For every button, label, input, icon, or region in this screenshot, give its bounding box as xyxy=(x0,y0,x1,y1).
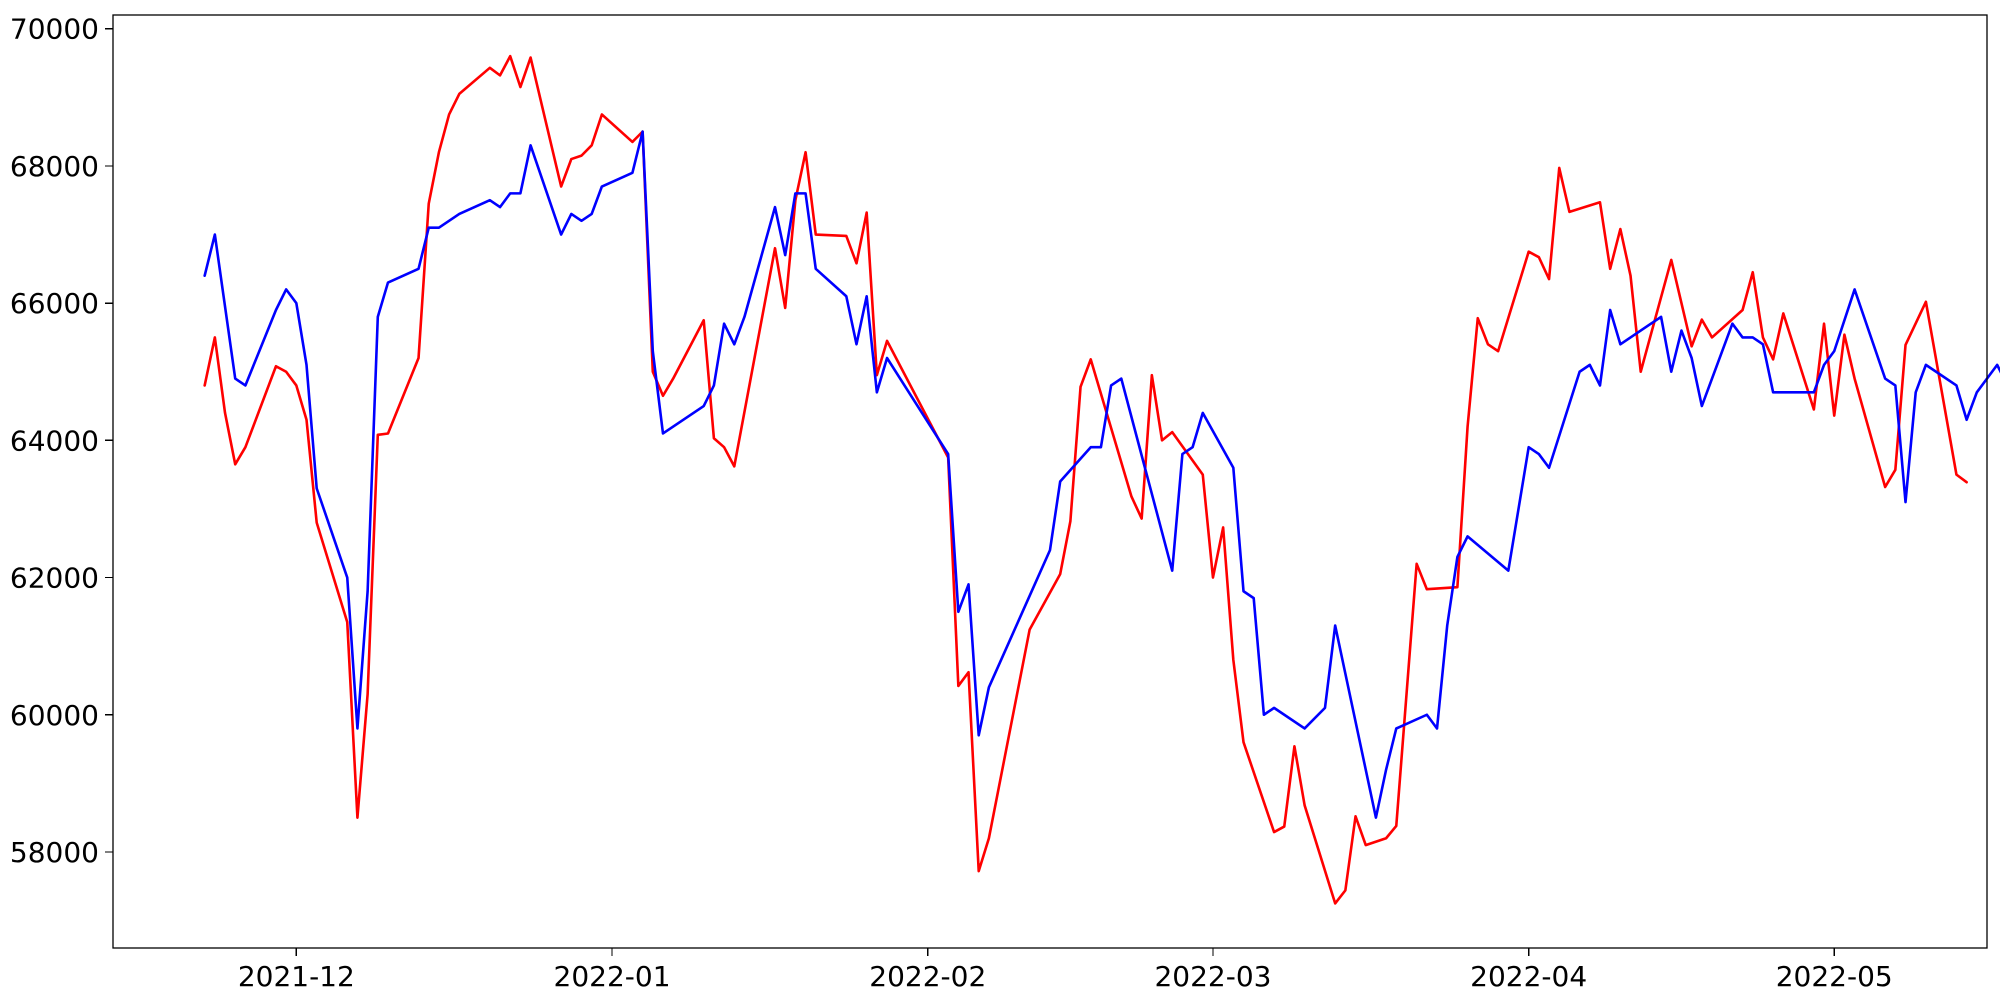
x-tick-label: 2022-02 xyxy=(869,960,986,993)
y-tick-label: 60000 xyxy=(10,699,99,732)
x-axis: 2021-12 2022-01 2022-02 2022-03 2022-04 2022-… xyxy=(238,948,1893,993)
axes-frame xyxy=(112,14,1988,949)
x-tick-label: 2021-12 xyxy=(238,960,355,993)
y-tick-label: 66000 xyxy=(10,287,99,320)
y-tick-label: 58000 xyxy=(10,836,99,869)
x-tick-label: 2022-01 xyxy=(554,960,671,993)
x-tick-label: 2022-04 xyxy=(1470,960,1587,993)
series-line-1 xyxy=(203,54,1968,905)
series-line-2 xyxy=(203,130,2000,819)
y-tick-label: 70000 xyxy=(10,13,99,46)
y-axis: 58000 60000 62000 64000 66000 68000 70000 xyxy=(10,13,113,869)
plot-area xyxy=(203,54,2000,905)
y-tick-label: 62000 xyxy=(10,562,99,595)
x-tick-label: 2022-03 xyxy=(1154,960,1271,993)
x-tick-label: 2022-05 xyxy=(1776,960,1893,993)
y-tick-label: 68000 xyxy=(10,150,99,183)
y-tick-label: 64000 xyxy=(10,424,99,457)
